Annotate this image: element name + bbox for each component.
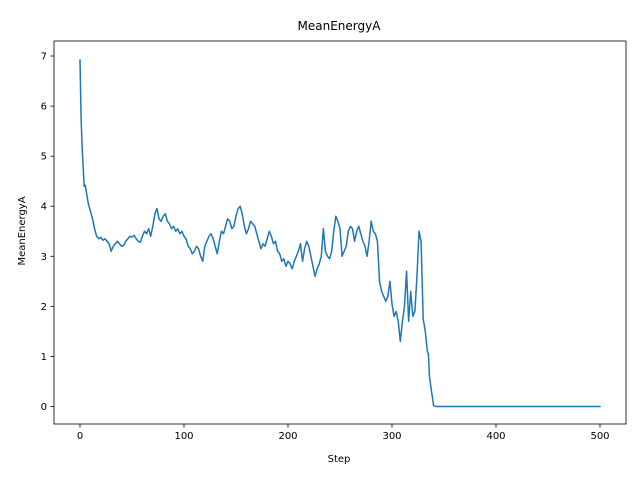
y-tick-label: 0 (41, 402, 47, 413)
y-tick-label: 5 (41, 152, 47, 163)
y-tick-label: 6 (41, 102, 47, 113)
y-tick-label: 4 (41, 202, 47, 213)
x-tick-label: 300 (382, 431, 401, 442)
x-tick-label: 100 (174, 431, 193, 442)
y-axis-label: MeanEnergyA (17, 196, 28, 265)
axes-frame (53, 40, 627, 425)
y-tick-label: 1 (41, 352, 47, 363)
y-tick-label: 2 (41, 302, 47, 313)
y-tick-label: 7 (41, 52, 47, 63)
x-tick-label: 400 (486, 431, 505, 442)
chart-title: MeanEnergyA (298, 19, 382, 33)
x-axis-ticks: 0 100 200 300 400 500 (77, 424, 610, 442)
x-tick-label: 200 (278, 431, 297, 442)
y-axis-ticks: 0 1 2 3 4 5 6 7 (41, 52, 54, 413)
x-tick-label: 500 (590, 431, 609, 442)
plot-area (79, 59, 601, 408)
x-axis-label: Step (328, 454, 351, 465)
y-tick-label: 3 (41, 252, 47, 263)
x-tick-label: 0 (77, 431, 83, 442)
series-line (79, 59, 601, 408)
